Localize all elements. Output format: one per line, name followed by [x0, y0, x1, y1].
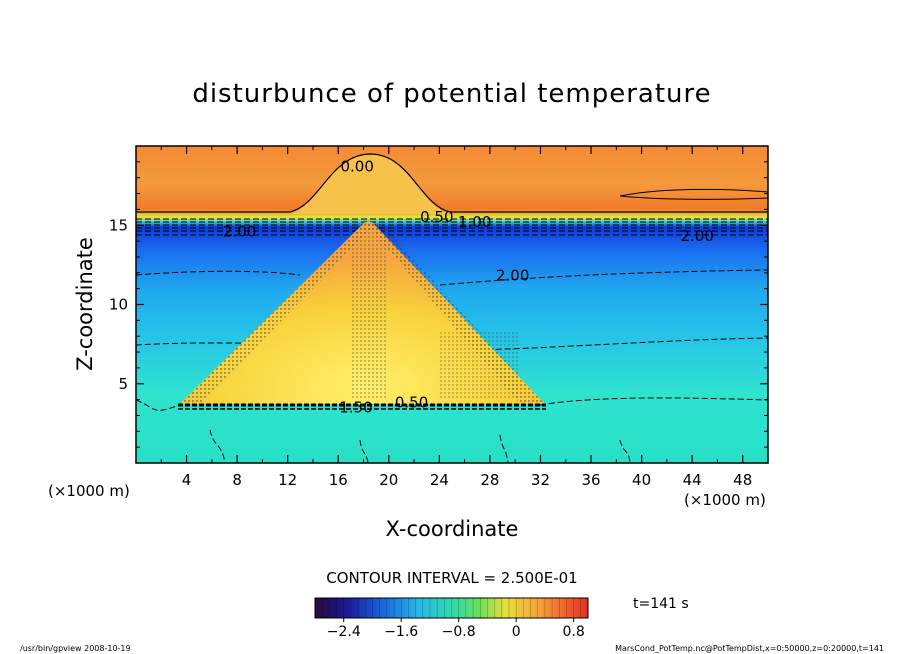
x-tick-label: 4 — [182, 471, 192, 489]
colorbar-tick-label: 0.8 — [562, 624, 584, 640]
contour-label: 0.50 — [395, 394, 428, 412]
mound-hatch-right — [440, 330, 520, 400]
x-tick-label: 44 — [683, 471, 702, 489]
footer-left: /usr/bin/gpview 2008-10-19 — [20, 644, 131, 653]
contour-label: 2.00 — [681, 227, 714, 245]
contour-label: 0.50 — [420, 208, 453, 226]
colorbar-tick-label: −2.4 — [327, 624, 361, 640]
colorbar-tick-label: 0 — [512, 624, 521, 640]
x-tick-label: 36 — [581, 471, 600, 489]
contour-interval: CONTOUR INTERVAL = 2.500E-01 — [326, 569, 577, 587]
mound-hatch-center — [352, 228, 386, 398]
x-tick-label: 20 — [379, 471, 398, 489]
plot-area: 0.00 0.50 1.00 2.00 2.00 2.00 1.50 0.50 — [136, 146, 768, 463]
contour-label: 2.00 — [496, 267, 529, 285]
colorbar-tick-label: −1.6 — [384, 624, 418, 640]
x-axis-label: X-coordinate — [386, 517, 519, 541]
contour-label: 2.00 — [223, 222, 256, 240]
upper-bump — [290, 154, 450, 214]
mound-edge-left — [180, 222, 378, 404]
x-unit-right: (×1000 m) — [684, 491, 766, 509]
x-tick-label: 40 — [632, 471, 651, 489]
x-tick-label: 32 — [531, 471, 550, 489]
x-tick-label: 28 — [480, 471, 499, 489]
contour-zero-line — [136, 153, 768, 213]
x-tick-label: 8 — [232, 471, 242, 489]
contour-upper-right — [619, 188, 768, 200]
y-tick-label: 10 — [109, 296, 128, 314]
y-tick-label: 5 — [118, 375, 128, 393]
x-tick-label: 16 — [329, 471, 348, 489]
x-tick-label: 12 — [278, 471, 297, 489]
chart-title: disturbunce of potential temperature — [192, 79, 711, 109]
x-tick-label: 24 — [430, 471, 449, 489]
x-tick-label: 48 — [733, 471, 752, 489]
footer-right: MarsCond_PotTemp.nc@PotTempDist,x=0:5000… — [615, 644, 884, 653]
colorbar-tick-label: −0.8 — [442, 624, 476, 640]
contour-label: 0.00 — [340, 157, 373, 175]
contour-label: 1.00 — [458, 213, 491, 231]
contour-label: 1.50 — [339, 398, 372, 416]
y-axis-label: Z-coordinate — [73, 237, 97, 371]
x-unit-left: (×1000 m) — [48, 482, 130, 500]
y-tick-label: 15 — [109, 216, 128, 234]
time-label: t=141 s — [633, 596, 689, 612]
